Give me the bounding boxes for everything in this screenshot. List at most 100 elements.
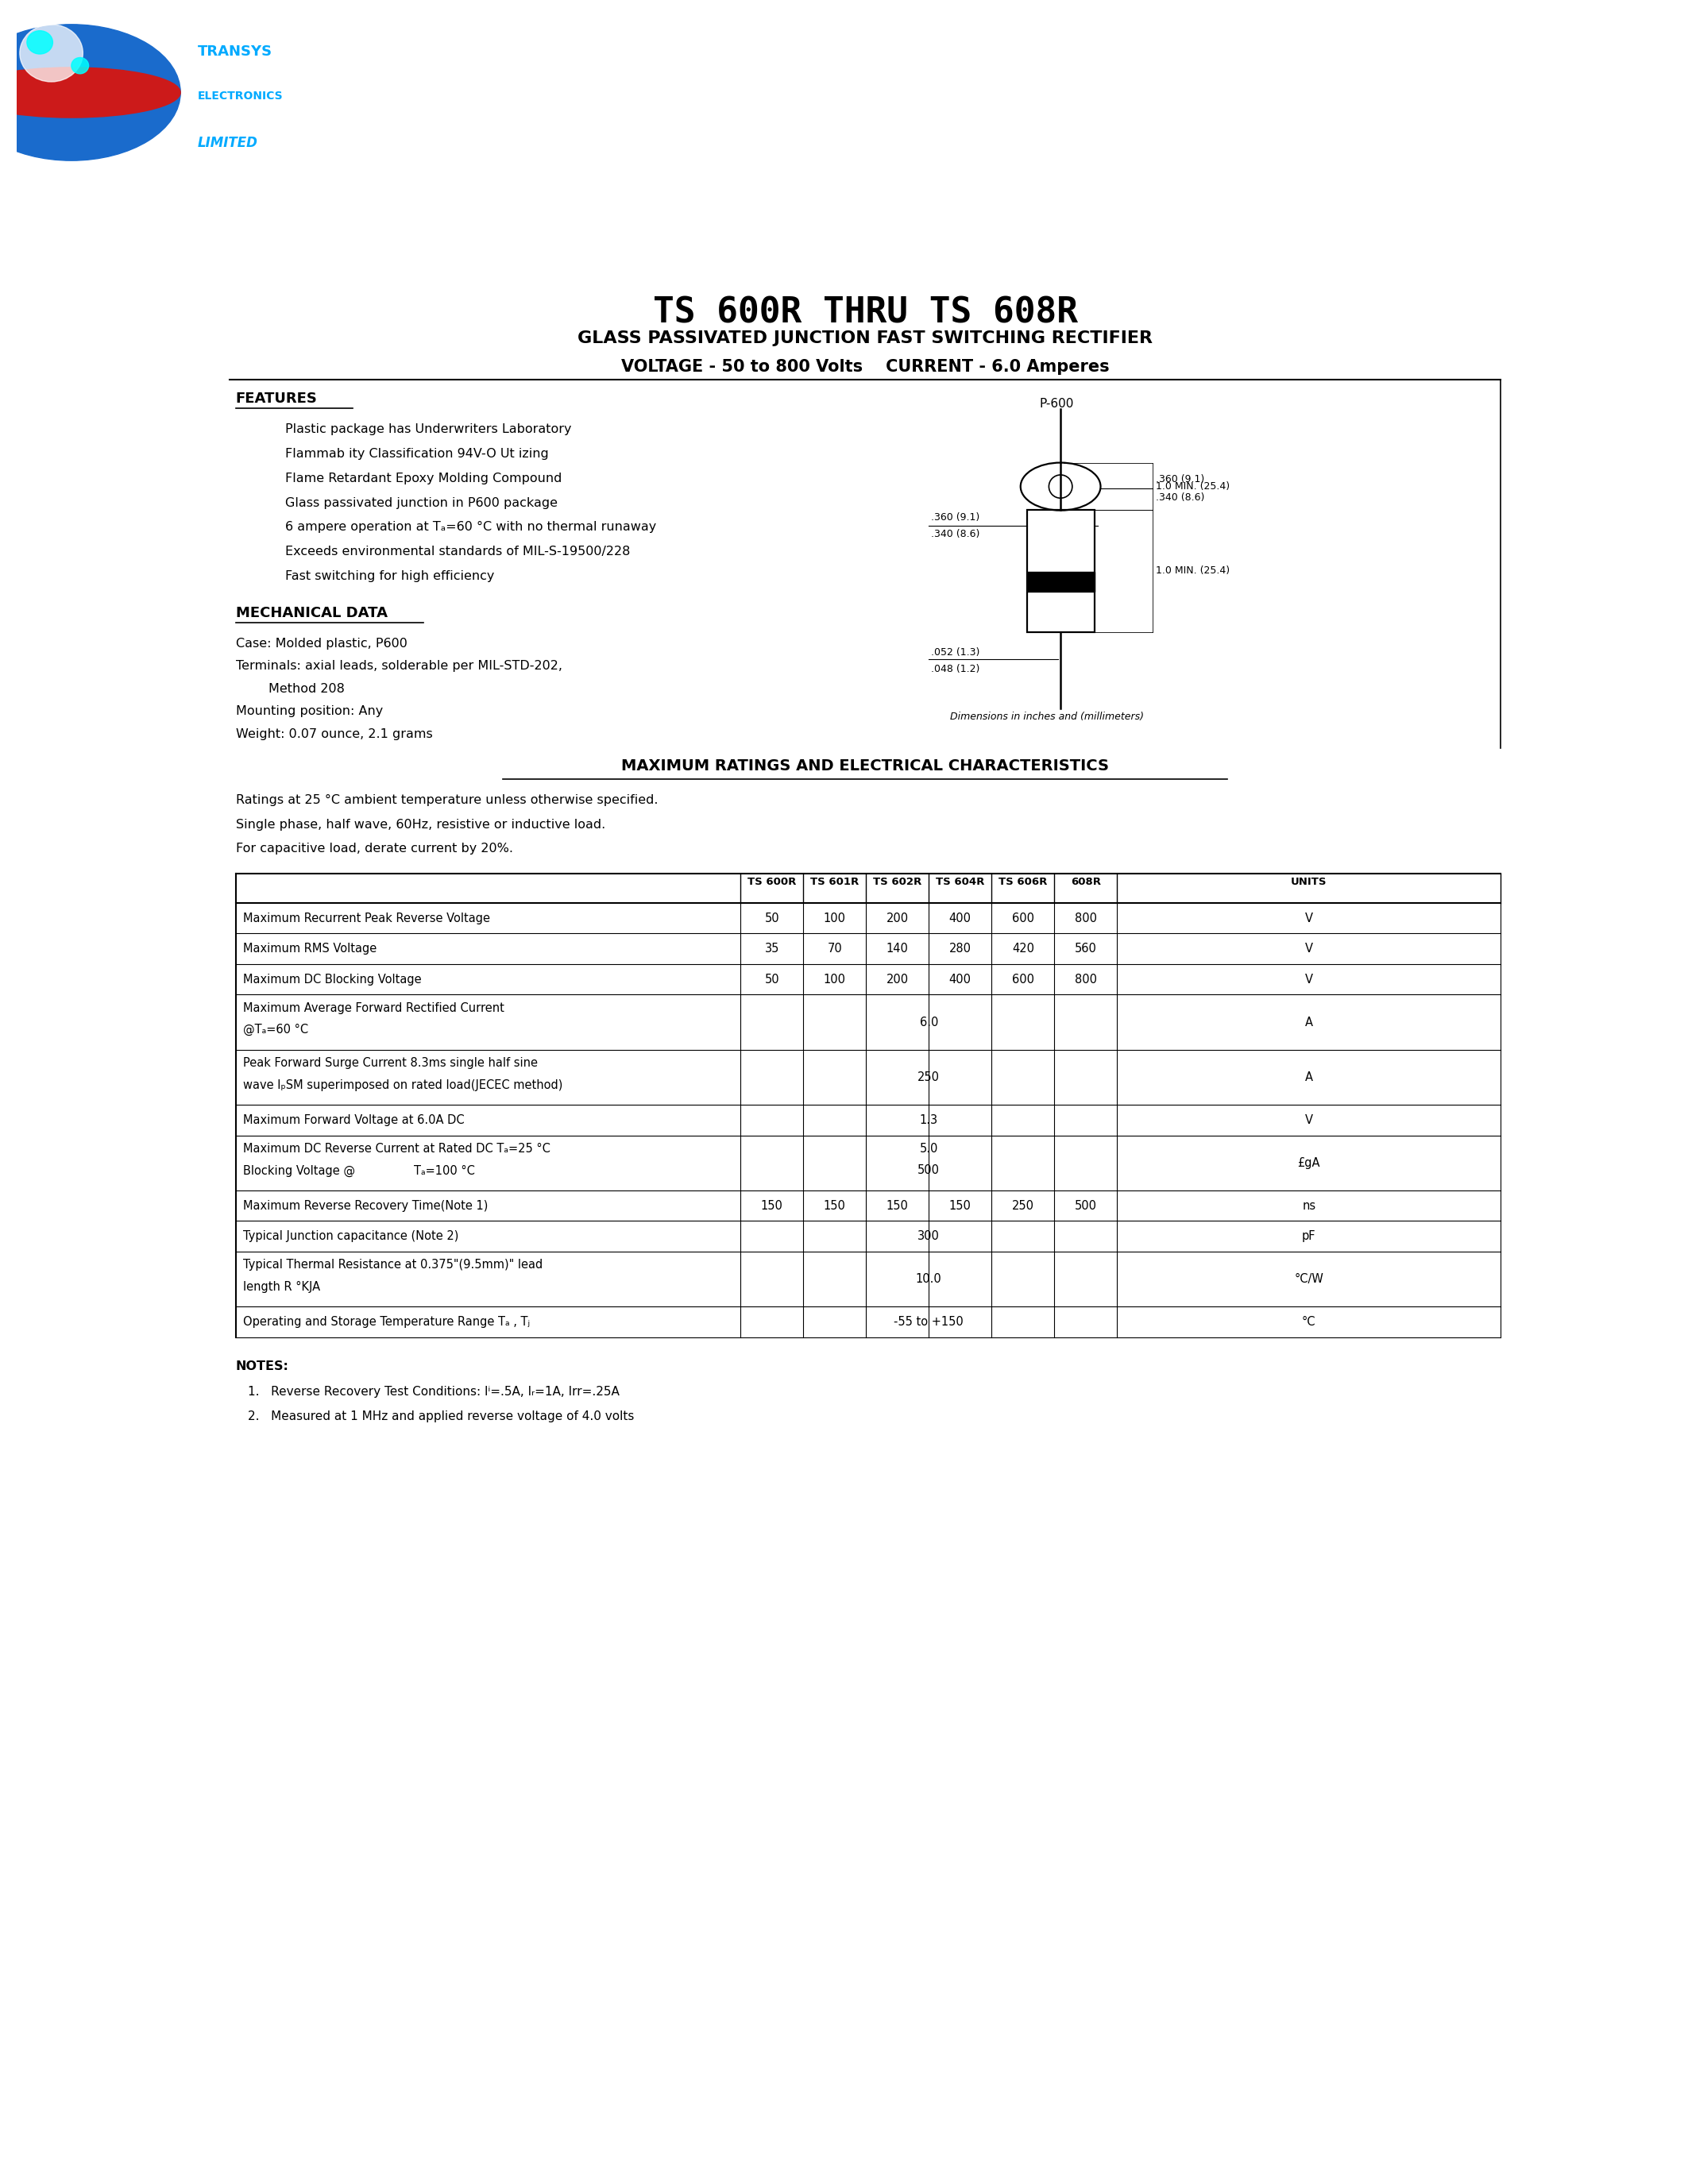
Text: Plastic package has Underwriters Laboratory: Plastic package has Underwriters Laborat… [285, 424, 571, 435]
Text: 150: 150 [886, 1199, 908, 1212]
Text: wave IₚSM superimposed on rated load(JECEC method): wave IₚSM superimposed on rated load(JEC… [243, 1079, 562, 1090]
Text: LIMITED: LIMITED [197, 135, 258, 151]
Text: A: A [1305, 1072, 1313, 1083]
Text: TS 604R: TS 604R [935, 876, 984, 887]
Text: 560: 560 [1075, 943, 1097, 954]
Text: VOLTAGE - 50 to 800 Volts    CURRENT - 6.0 Amperes: VOLTAGE - 50 to 800 Volts CURRENT - 6.0 … [621, 358, 1109, 376]
Text: -55 to +150: -55 to +150 [895, 1317, 964, 1328]
Text: 280: 280 [949, 943, 971, 954]
Text: Dimensions in inches and (millimeters): Dimensions in inches and (millimeters) [950, 712, 1143, 723]
Text: TRANSYS: TRANSYS [197, 44, 272, 59]
Text: Terminals: axial leads, solderable per MIL-STD-202,: Terminals: axial leads, solderable per M… [236, 660, 562, 673]
Text: 608R: 608R [1070, 876, 1101, 887]
Text: TS 600R THRU TS 608R: TS 600R THRU TS 608R [653, 295, 1077, 330]
Text: @Tₐ=60 °C: @Tₐ=60 °C [243, 1024, 309, 1035]
Ellipse shape [27, 31, 52, 55]
Text: TS 606R: TS 606R [999, 876, 1047, 887]
Text: 50: 50 [765, 974, 780, 985]
Text: 800: 800 [1075, 974, 1097, 985]
Bar [1026, 509, 1094, 631]
Text: UNITS: UNITS [1291, 876, 1327, 887]
Text: 100: 100 [824, 974, 846, 985]
Ellipse shape [71, 57, 89, 74]
Text: 400: 400 [949, 913, 971, 924]
Text: .360 (9.1): .360 (9.1) [932, 511, 981, 522]
Text: .048 (1.2): .048 (1.2) [932, 664, 981, 675]
Text: 300: 300 [918, 1230, 940, 1243]
Text: 150: 150 [824, 1199, 846, 1212]
Text: .340 (8.6): .340 (8.6) [932, 529, 981, 539]
Ellipse shape [20, 24, 83, 81]
Text: GLASS PASSIVATED JUNCTION FAST SWITCHING RECTIFIER: GLASS PASSIVATED JUNCTION FAST SWITCHING… [577, 330, 1153, 347]
Text: Maximum Forward Voltage at 6.0A DC: Maximum Forward Voltage at 6.0A DC [243, 1114, 464, 1127]
Text: 600: 600 [1011, 913, 1035, 924]
Text: 6 ampere operation at Tₐ=60 °C with no thermal runaway: 6 ampere operation at Tₐ=60 °C with no t… [285, 522, 657, 533]
Text: 100: 100 [824, 913, 846, 924]
Text: Maximum Average Forward Rectified Current: Maximum Average Forward Rectified Curren… [243, 1002, 505, 1013]
Text: Case: Molded plastic, P600: Case: Molded plastic, P600 [236, 638, 407, 649]
Text: 250: 250 [1011, 1199, 1035, 1212]
Text: 70: 70 [827, 943, 842, 954]
Text: 140: 140 [886, 943, 908, 954]
Text: £gA: £gA [1298, 1158, 1320, 1168]
Text: Maximum RMS Voltage: Maximum RMS Voltage [243, 943, 376, 954]
Text: 200: 200 [886, 974, 908, 985]
Text: pF: pF [1301, 1230, 1317, 1243]
Text: 50: 50 [765, 913, 780, 924]
Text: ELECTRONICS: ELECTRONICS [197, 90, 284, 103]
Text: °C/W: °C/W [1295, 1273, 1323, 1284]
Text: 250: 250 [918, 1072, 940, 1083]
Text: Glass passivated junction in P600 package: Glass passivated junction in P600 packag… [285, 498, 557, 509]
Text: Fast switching for high efficiency: Fast switching for high efficiency [285, 570, 495, 583]
Text: V: V [1305, 943, 1313, 954]
Text: 420: 420 [1011, 943, 1035, 954]
Text: 600: 600 [1011, 974, 1035, 985]
Text: Blocking Voltage @                Tₐ=100 °C: Blocking Voltage @ Tₐ=100 °C [243, 1164, 474, 1177]
Text: 1.0 MIN. (25.4): 1.0 MIN. (25.4) [1156, 480, 1231, 491]
Text: ns: ns [1301, 1199, 1315, 1212]
Text: .052 (1.3): .052 (1.3) [932, 646, 981, 657]
Text: Ratings at 25 °C ambient temperature unless otherwise specified.: Ratings at 25 °C ambient temperature unl… [236, 795, 658, 806]
Text: 1.3: 1.3 [920, 1114, 939, 1127]
Text: Peak Forward Surge Current 8.3ms single half sine: Peak Forward Surge Current 8.3ms single … [243, 1057, 538, 1068]
Text: Typical Junction capacitance (Note 2): Typical Junction capacitance (Note 2) [243, 1230, 459, 1243]
Text: 150: 150 [949, 1199, 971, 1212]
Text: length R °KJA: length R °KJA [243, 1280, 321, 1293]
Text: V: V [1305, 913, 1313, 924]
Text: Weight: 0.07 ounce, 2.1 grams: Weight: 0.07 ounce, 2.1 grams [236, 727, 432, 740]
Circle shape [0, 24, 181, 162]
Text: 5.0: 5.0 [920, 1142, 939, 1155]
Text: 2.   Measured at 1 MHz and applied reverse voltage of 4.0 volts: 2. Measured at 1 MHz and applied reverse… [248, 1411, 635, 1422]
Text: 1.   Reverse Recovery Test Conditions: Iⁱ=.5A, Iᵣ=1A, Irr=.25A: 1. Reverse Recovery Test Conditions: Iⁱ=… [248, 1387, 619, 1398]
Text: 500: 500 [1075, 1199, 1097, 1212]
Bar [1026, 572, 1094, 592]
Text: MAXIMUM RATINGS AND ELECTRICAL CHARACTERISTICS: MAXIMUM RATINGS AND ELECTRICAL CHARACTER… [621, 758, 1109, 773]
Text: TS 602R: TS 602R [873, 876, 922, 887]
Text: For capacitive load, derate current by 20%.: For capacitive load, derate current by 2… [236, 843, 513, 854]
Text: 500: 500 [918, 1164, 940, 1177]
Text: V: V [1305, 974, 1313, 985]
Ellipse shape [0, 68, 181, 118]
Text: Maximum DC Blocking Voltage: Maximum DC Blocking Voltage [243, 974, 422, 985]
Text: 6.0: 6.0 [920, 1016, 939, 1029]
Text: .360 (9.1): .360 (9.1) [1156, 474, 1205, 485]
Text: Maximum Reverse Recovery Time(Note 1): Maximum Reverse Recovery Time(Note 1) [243, 1199, 488, 1212]
Text: 35: 35 [765, 943, 780, 954]
Text: MECHANICAL DATA: MECHANICAL DATA [236, 605, 387, 620]
Text: .340 (8.6): .340 (8.6) [1156, 491, 1205, 502]
Text: TS 601R: TS 601R [810, 876, 859, 887]
Text: 1.0 MIN. (25.4): 1.0 MIN. (25.4) [1156, 566, 1231, 577]
Text: FEATURES: FEATURES [236, 391, 317, 406]
Text: Operating and Storage Temperature Range Tₐ , Tⱼ: Operating and Storage Temperature Range … [243, 1317, 530, 1328]
Text: Flammab ity Classification 94V-O Ut izing: Flammab ity Classification 94V-O Ut izin… [285, 448, 549, 461]
Text: Mounting position: Any: Mounting position: Any [236, 705, 383, 716]
Text: Exceeds environmental standards of MIL-S-19500/228: Exceeds environmental standards of MIL-S… [285, 546, 630, 557]
Text: Method 208: Method 208 [236, 684, 344, 695]
Text: 800: 800 [1075, 913, 1097, 924]
Text: 10.0: 10.0 [917, 1273, 942, 1284]
Text: 150: 150 [761, 1199, 783, 1212]
Text: A: A [1305, 1016, 1313, 1029]
Text: V: V [1305, 1114, 1313, 1127]
Text: °C: °C [1301, 1317, 1317, 1328]
Text: P-600: P-600 [1040, 397, 1074, 411]
